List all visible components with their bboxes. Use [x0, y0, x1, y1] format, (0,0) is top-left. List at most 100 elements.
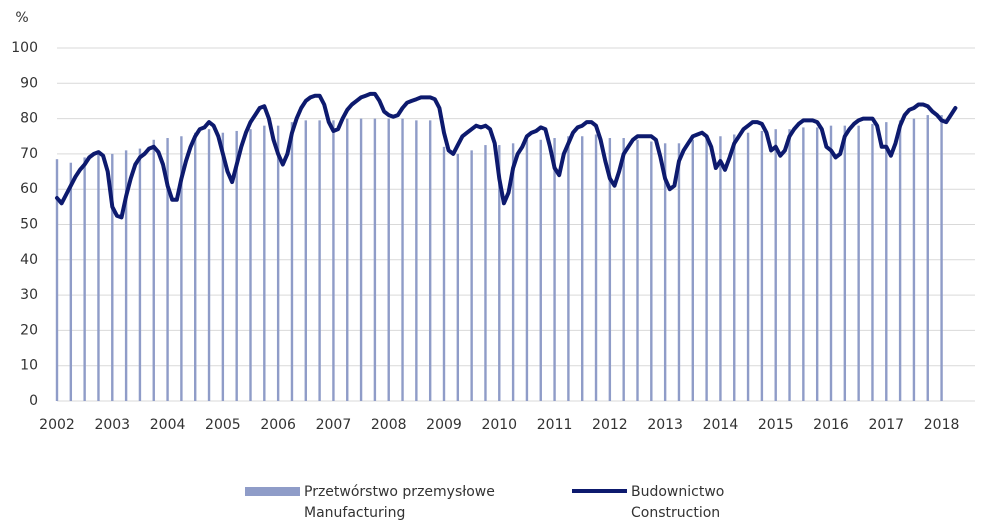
bar	[843, 125, 847, 401]
y-tick-label: 10	[20, 358, 38, 374]
y-tick-label: 50	[20, 217, 38, 233]
x-tick-label: 2006	[260, 417, 296, 433]
bar	[69, 162, 73, 401]
bar	[594, 134, 598, 402]
bar	[290, 122, 294, 401]
y-tick-label: 0	[29, 393, 38, 409]
legend-label: Przetwórstwo przemysłowe	[304, 484, 495, 500]
x-tick-label: 2013	[647, 417, 683, 433]
bar	[276, 125, 280, 401]
bar	[539, 139, 542, 401]
x-tick-label: 2015	[758, 417, 794, 433]
bar	[442, 146, 446, 401]
x-tick-label: 2014	[703, 417, 739, 433]
bar	[401, 118, 404, 401]
bar	[871, 123, 874, 402]
bar	[346, 118, 349, 401]
bar	[511, 143, 515, 401]
x-tick-label: 2016	[813, 417, 849, 433]
x-tick-label: 2003	[94, 417, 130, 433]
x-tick-label: 2009	[426, 417, 462, 433]
bar	[263, 125, 266, 401]
bar	[111, 153, 114, 401]
bar	[663, 143, 667, 401]
bar	[774, 129, 777, 401]
y-tick-label: 60	[20, 181, 38, 197]
bar	[677, 143, 681, 401]
bar	[207, 129, 211, 401]
bar	[608, 138, 612, 401]
x-tick-label: 2007	[316, 417, 352, 433]
y-tick-label: 40	[20, 252, 38, 268]
bar	[691, 139, 694, 401]
bar	[498, 145, 501, 401]
bar	[940, 115, 943, 401]
y-tick-label: 20	[20, 322, 38, 338]
y-tick-label: 30	[20, 287, 38, 303]
bar	[622, 138, 625, 401]
bar	[373, 118, 377, 401]
bar	[415, 120, 418, 402]
bar	[138, 148, 142, 401]
bar	[719, 136, 722, 401]
x-tick-label: 2005	[205, 417, 241, 433]
bar	[97, 153, 100, 401]
bar	[304, 120, 307, 402]
bar	[553, 138, 556, 401]
x-tick-label: 2004	[150, 417, 186, 433]
bar	[636, 139, 639, 401]
bar	[567, 136, 570, 401]
bar	[926, 115, 929, 401]
bar	[898, 120, 902, 402]
x-tick-label: 2002	[39, 417, 75, 433]
bar	[746, 132, 750, 401]
legend-label: Construction	[631, 505, 720, 521]
bar	[788, 129, 791, 401]
bar	[180, 136, 183, 401]
bar	[829, 125, 833, 401]
bar	[332, 120, 335, 402]
bar	[456, 153, 460, 401]
bar	[733, 134, 736, 402]
bar	[525, 139, 529, 401]
y-tick-label: 90	[20, 75, 38, 91]
y-tick-label: 80	[20, 111, 38, 127]
bar	[760, 130, 764, 401]
y-unit: %	[15, 10, 28, 26]
bar	[857, 125, 860, 401]
bar	[83, 157, 86, 401]
line	[55, 91, 958, 220]
y-tick-label: 70	[20, 146, 38, 162]
legend-label: Budownictwo	[631, 484, 724, 500]
bar	[428, 120, 432, 402]
bar	[885, 122, 888, 401]
bar	[581, 136, 584, 401]
bar	[802, 127, 805, 402]
bar	[235, 130, 238, 401]
x-tick-label: 2017	[868, 417, 904, 433]
bar	[470, 150, 473, 401]
y-tick-label: 100	[11, 40, 38, 56]
legend-swatch	[245, 487, 300, 496]
bar	[221, 132, 225, 401]
bar	[249, 129, 252, 401]
bar	[318, 120, 321, 402]
bar	[815, 127, 819, 402]
x-tick-label: 2018	[924, 417, 960, 433]
x-tick-label: 2008	[371, 417, 407, 433]
x-tick-label: 2010	[481, 417, 517, 433]
bar	[387, 118, 390, 401]
bar	[359, 118, 363, 401]
bar	[705, 138, 708, 401]
x-tick-label: 2012	[592, 417, 628, 433]
bar	[124, 150, 128, 401]
bar	[194, 132, 197, 401]
bar	[484, 145, 487, 401]
bar	[152, 139, 155, 401]
bar	[650, 141, 653, 402]
bar	[55, 159, 59, 401]
bar	[912, 118, 916, 401]
x-tick-label: 2011	[537, 417, 573, 433]
